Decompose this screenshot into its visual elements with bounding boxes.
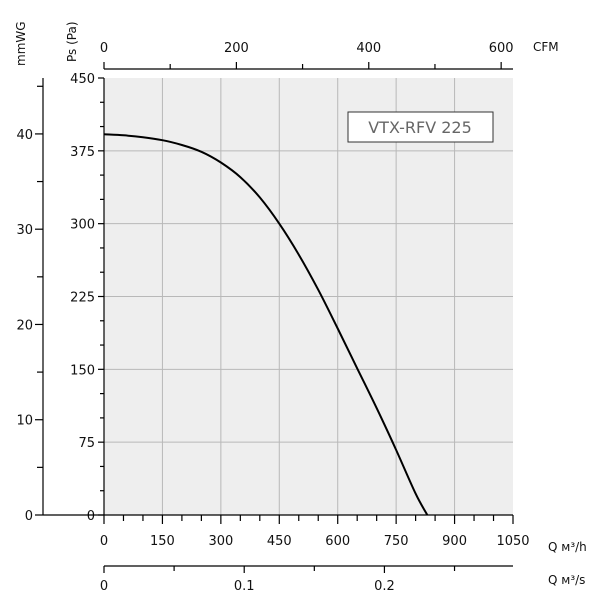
bottom-axis-m3h-label: Q м³/h (548, 540, 587, 554)
mmwg-tick-label: 10 (16, 414, 33, 429)
m3s-tick-label: 0.1 (234, 579, 255, 594)
m3h-tick-label: 600 (325, 534, 350, 549)
pa-tick-label: 0 (87, 509, 95, 524)
m3s-tick-label: 0.2 (374, 579, 395, 594)
cfm-tick-label: 400 (356, 41, 381, 56)
m3h-tick-label: 0 (100, 534, 108, 549)
cfm-tick-label: 0 (100, 41, 108, 56)
cfm-tick-label: 200 (224, 41, 249, 56)
model-label-text: VTX-RFV 225 (368, 118, 472, 137)
left-axis-pa-label: Ps (Pa) (65, 21, 79, 62)
cfm-tick-label: 600 (489, 41, 514, 56)
fan-curve-line (103, 133, 429, 516)
mmwg-tick-label: 40 (16, 128, 33, 143)
m3s-tick-label: 0 (100, 579, 108, 594)
model-label-frame (347, 111, 494, 143)
pa-tick-label: 300 (70, 218, 95, 233)
mmwg-tick-label: 30 (16, 223, 33, 238)
m3h-tick-label: 150 (150, 534, 175, 549)
m3h-tick-label: 300 (208, 534, 233, 549)
pa-tick-label: 225 (70, 291, 95, 306)
series-layer (103, 133, 429, 516)
top-axis-cfm-label: CFM (533, 40, 559, 54)
m3h-tick-label: 450 (267, 534, 292, 549)
pa-tick-label: 450 (70, 72, 95, 87)
pa-tick-label: 375 (70, 145, 95, 160)
grid-layer (104, 78, 513, 515)
pa-tick-label: 150 (70, 363, 95, 378)
mmwg-tick-label: 0 (25, 509, 33, 524)
m3h-tick-label: 750 (384, 534, 409, 549)
pa-tick-label: 75 (78, 436, 95, 451)
bottom-axis-m3s-label: Q м³/s (548, 573, 585, 587)
left-axis-mmwg-label: mmWG (14, 21, 28, 66)
mmwg-tick-label: 20 (16, 318, 33, 333)
model-label-box: VTX-RFV 225 (347, 111, 494, 143)
m3h-tick-label: 1050 (496, 534, 529, 549)
m3h-tick-label: 900 (442, 534, 467, 549)
